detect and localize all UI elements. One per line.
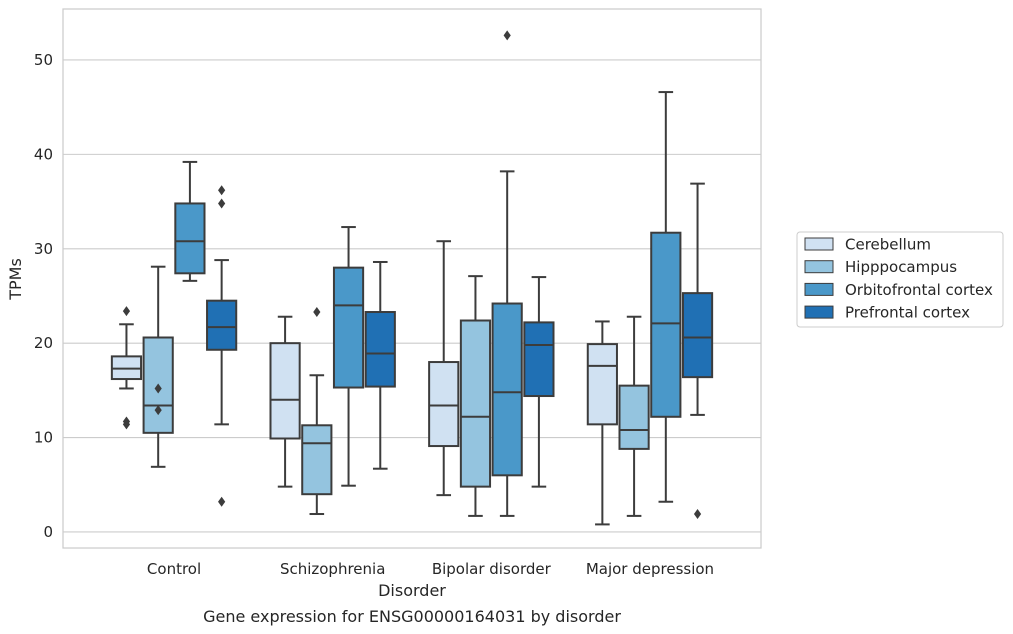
x-axis-ticks: Control Schizophrenia Bipolar disorder Majo… [147,560,714,578]
box-iqr [174,202,206,275]
x-tick-label: Schizophrenia [280,560,385,578]
legend-label: Hipppocampus [845,258,957,276]
legend-items: Cerebellum Hipppocampus Orbitofrontal cort… [804,236,993,322]
box-hipppocampus [618,315,650,517]
legend-label: Orbitofrontal cortex [845,281,993,299]
y-axis-ticks: 0 10 20 30 40 50 [34,51,53,541]
outlier-point [503,30,511,41]
box-series-group [110,30,714,526]
box-iqr [618,384,650,450]
y-tick-label: 20 [34,334,53,352]
legend-swatch [804,305,834,319]
legend-swatch [804,260,834,274]
x-tick-label: Bipolar disorder [432,560,552,578]
y-tick-label: 30 [34,240,53,258]
box-prefrontal-cortex [681,182,714,520]
box-iqr [332,266,365,389]
legend-swatch [804,282,834,296]
outlier-point [693,509,702,520]
box-prefrontal-cortex [364,260,396,470]
box-cerebellum [110,306,143,430]
legend-label: Cerebellum [845,236,931,254]
x-tick-label: Major depression [586,560,714,578]
box-iqr [428,361,460,448]
plot-area-background [63,9,761,548]
legend-frame [796,231,1004,328]
box-orbitofrontal-cortex [174,160,206,282]
y-axis-label: TPMs [6,258,25,301]
box-prefrontal-cortex [523,276,555,488]
box-hipppocampus [459,275,492,517]
box-iqr [269,342,301,440]
box-prefrontal-cortex [206,185,238,507]
box-hipppocampus [142,265,174,468]
box-iqr [491,302,523,477]
legend-swatch [804,237,834,251]
plot-area-frame [62,8,762,549]
box-orbitofrontal-cortex [650,91,682,503]
box-iqr [586,343,618,426]
legend-label: Prefrontal cortex [845,304,970,322]
box-cerebellum [428,240,460,497]
y-tick-label: 10 [34,429,53,447]
box-iqr [206,299,238,351]
box-iqr [364,311,396,388]
box-cerebellum [269,315,301,488]
box-iqr [523,321,555,398]
chart-caption: Gene expression for ENSG00000164031 by d… [203,607,621,626]
outlier-point [154,383,162,394]
box-hipppocampus [301,307,333,516]
y-tick-label: 40 [34,145,53,163]
x-axis-label: Disorder [378,581,446,600]
box-cerebellum [586,320,618,526]
outlier-point [218,185,226,196]
box-iqr [650,231,682,418]
outlier-point [313,307,321,318]
box-iqr [459,319,492,488]
outlier-point [122,419,131,430]
outlier-point [218,496,226,507]
outlier-point [122,306,131,317]
x-tick-label: Control [147,560,201,578]
box-iqr [681,292,714,379]
legend: Cerebellum Hipppocampus Orbitofrontal cort… [796,231,1004,328]
y-tick-label: 0 [43,523,53,541]
box-iqr [301,424,333,496]
box-orbitofrontal-cortex [332,226,365,487]
y-tick-label: 50 [34,51,53,69]
outlier-point [154,405,162,416]
outlier-point [218,198,226,209]
box-orbitofrontal-cortex [491,30,523,517]
